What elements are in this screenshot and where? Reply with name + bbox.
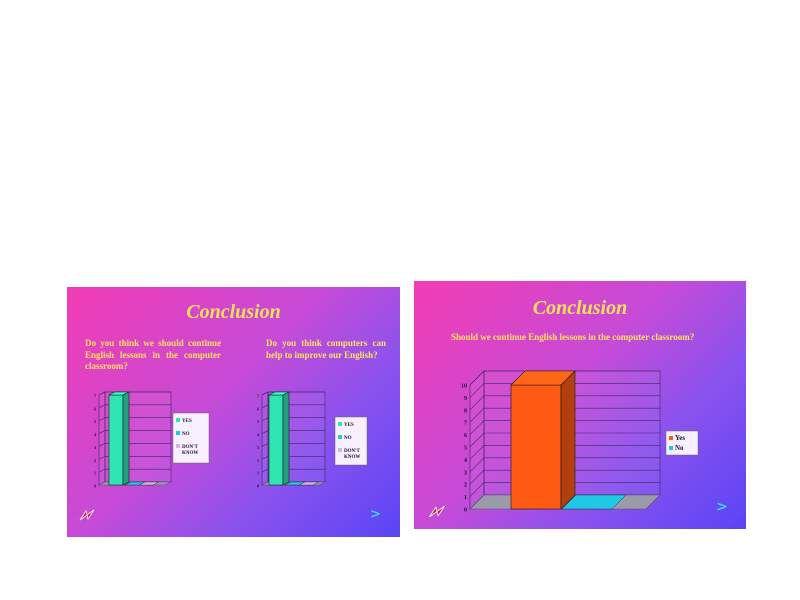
slide-title: Conclusion bbox=[532, 297, 628, 319]
legend-swatch bbox=[338, 448, 342, 452]
legend-label: No bbox=[675, 444, 684, 452]
next-arrow-icon[interactable]: > bbox=[716, 499, 728, 515]
y-tick-label: 2 bbox=[464, 483, 467, 489]
legend-swatch bbox=[176, 444, 180, 448]
gridline bbox=[261, 391, 325, 396]
bar-side bbox=[282, 391, 290, 486]
y-tick-label: 6 bbox=[464, 433, 467, 439]
y-tick-label: 5 bbox=[257, 419, 259, 424]
chart-side-wall bbox=[261, 391, 269, 486]
gridline bbox=[469, 395, 660, 411]
gridline bbox=[469, 370, 660, 386]
gridline bbox=[469, 432, 660, 448]
legend-swatch bbox=[669, 436, 673, 440]
bar bbox=[510, 384, 562, 510]
y-tick-label: 5 bbox=[94, 419, 96, 424]
next-arrow-icon[interactable]: > bbox=[370, 507, 381, 522]
legend-box bbox=[172, 412, 210, 464]
bar bbox=[138, 481, 160, 486]
question-right: Do you think computers can help to impro… bbox=[266, 338, 386, 360]
legend-label: Yes bbox=[675, 434, 685, 442]
gridline bbox=[261, 404, 325, 409]
y-tick-label: 4 bbox=[94, 432, 96, 437]
y-tick-label: 6 bbox=[94, 406, 96, 411]
logo-icon bbox=[79, 509, 95, 521]
legend-label: YES bbox=[344, 423, 354, 428]
slide-1: Conclusion Do you think we should contin… bbox=[67, 287, 400, 537]
bar bbox=[268, 394, 284, 486]
legend-swatch bbox=[176, 431, 180, 435]
legend-swatch bbox=[338, 435, 342, 439]
legend-swatch bbox=[176, 418, 180, 422]
gridline bbox=[469, 469, 660, 485]
bar bbox=[561, 494, 627, 510]
gridline bbox=[98, 443, 171, 447]
gridline bbox=[469, 383, 660, 398]
y-tick-label: 3 bbox=[94, 445, 96, 450]
gridline bbox=[469, 420, 660, 435]
legend-swatch bbox=[338, 422, 342, 426]
legend-label: KNOW bbox=[182, 451, 198, 456]
gridline bbox=[261, 417, 325, 421]
y-tick-label: 0 bbox=[464, 508, 467, 514]
legend-label: NO bbox=[182, 432, 190, 437]
logo-icon bbox=[429, 505, 445, 518]
y-tick-label: 1 bbox=[464, 495, 467, 501]
y-tick-label: 4 bbox=[464, 458, 467, 464]
y-tick-label: 0 bbox=[94, 484, 96, 489]
gridline bbox=[469, 445, 660, 460]
slide-2: Conclusion Should we continue English le… bbox=[414, 281, 746, 529]
chart-main: 0 1 2 3 4 5 6 7 8 9 10 Yes No bbox=[461, 370, 699, 514]
y-tick-label: 2 bbox=[257, 458, 259, 463]
question: Should we continue English lessons in th… bbox=[451, 332, 695, 342]
legend-swatch bbox=[669, 446, 673, 450]
y-tick-label: 3 bbox=[464, 470, 467, 476]
y-tick-label: 9 bbox=[464, 396, 467, 402]
gridline bbox=[261, 468, 325, 473]
gridline bbox=[261, 455, 325, 460]
legend-label: YES bbox=[182, 419, 192, 424]
legend-label: KNOW bbox=[344, 455, 360, 460]
y-tick-label: 2 bbox=[94, 458, 96, 463]
gridline bbox=[98, 430, 171, 434]
bar-side bbox=[560, 370, 576, 510]
question-left: Do you think we should continue English … bbox=[85, 338, 221, 372]
y-tick-label: 3 bbox=[257, 445, 259, 450]
y-tick-label: 4 bbox=[257, 432, 259, 437]
y-tick-label: 1 bbox=[257, 471, 259, 476]
legend-label: NO bbox=[344, 436, 352, 441]
y-tick-label: 7 bbox=[257, 394, 259, 399]
y-tick-label: 7 bbox=[464, 421, 467, 427]
gridline bbox=[98, 391, 171, 396]
gridline bbox=[469, 407, 660, 423]
bar-side bbox=[122, 391, 130, 486]
gridline bbox=[261, 443, 325, 447]
gridline bbox=[98, 404, 171, 409]
bar bbox=[298, 481, 320, 486]
y-tick-label: 7 bbox=[94, 394, 96, 399]
y-tick-label: 0 bbox=[257, 484, 259, 489]
slide-title: Conclusion bbox=[186, 301, 281, 323]
y-tick-label: 10 bbox=[461, 384, 467, 390]
gridline bbox=[98, 455, 171, 460]
gridline bbox=[469, 482, 660, 497]
gridline bbox=[261, 430, 325, 434]
legend-label: DON'T bbox=[182, 445, 199, 450]
y-tick-label: 5 bbox=[464, 446, 467, 452]
gridline bbox=[469, 457, 660, 473]
legend-label: DON'T bbox=[344, 449, 361, 454]
y-tick-label: 1 bbox=[94, 471, 96, 476]
y-tick-label: 6 bbox=[257, 406, 259, 411]
y-tick-label: 8 bbox=[464, 408, 467, 414]
gridline bbox=[98, 417, 171, 421]
gridline bbox=[98, 468, 171, 473]
legend-box bbox=[665, 430, 699, 456]
